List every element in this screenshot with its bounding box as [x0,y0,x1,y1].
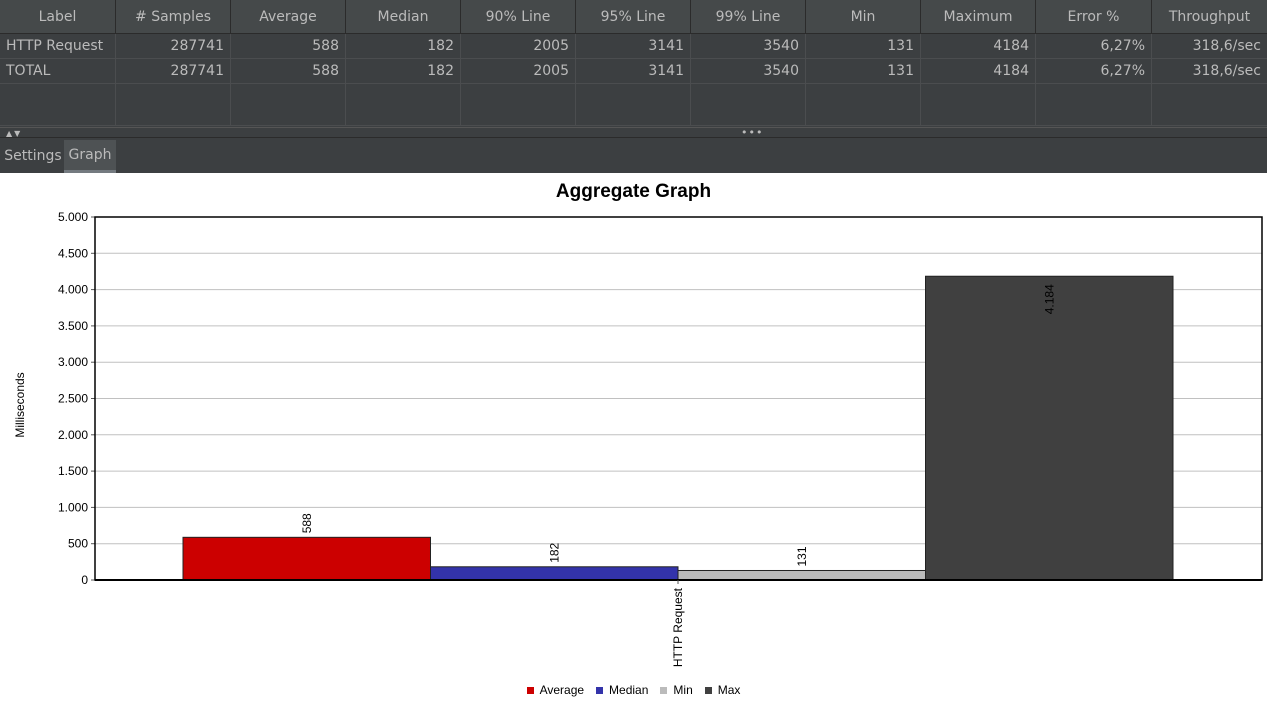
data-label: 182 [547,542,561,562]
table-row[interactable]: TOTAL 287741 588 182 2005 3141 3540 131 … [0,59,1267,84]
data-label: 4.184 [1042,284,1056,314]
legend-item-average: Average [526,683,585,697]
cell-95-line: 3141 [576,34,691,58]
chart-legend: Average Median Min Max [0,683,1267,697]
empty-cell [1036,84,1152,126]
empty-cell [116,84,231,126]
table-empty-row [0,84,1267,126]
graph-panel: Aggregate Graph 0 500 1.000 1.500 2.000 2.500… [0,173,1267,706]
legend-swatch [596,687,604,694]
split-pane-divider[interactable]: ▲▼ ••• [0,126,1267,139]
y-tick-label: 500 [68,537,88,551]
legend-label: Min [673,683,693,697]
cell-error: 6,27% [1036,59,1152,83]
column-header-average[interactable]: Average [231,0,346,34]
legend-item-median: Median [596,683,648,697]
cell-error: 6,27% [1036,34,1152,58]
table-row[interactable]: HTTP Request 287741 588 182 2005 3141 35… [0,34,1267,59]
cell-min: 131 [806,59,921,83]
cell-average: 588 [231,34,346,58]
y-tick-label: 4.500 [58,246,88,260]
legend-label: Average [539,683,585,697]
legend-swatch [526,687,534,694]
empty-cell [346,84,461,126]
data-label: 131 [795,546,809,566]
column-header-label[interactable]: Label [0,0,116,34]
empty-cell [1152,84,1267,126]
legend-item-min: Min [660,683,693,697]
column-header-95-line[interactable]: 95% Line [576,0,691,34]
legend-label: Median [609,683,649,697]
drag-handle-icon[interactable]: ••• [741,126,764,139]
cell-median: 182 [346,59,461,83]
y-tick-label: 5.000 [58,210,88,224]
cell-label: TOTAL [0,59,116,83]
tab-graph[interactable]: Graph [64,140,116,173]
cell-average: 588 [231,59,346,83]
table-header: Label # Samples Average Median 90% Line … [0,0,1267,34]
bar-max [925,275,1174,581]
empty-cell [461,84,576,126]
bar-min [677,569,926,581]
y-tick-label: 2.500 [58,392,88,406]
y-tick-label: 1.500 [58,464,88,478]
column-header-min[interactable]: Min [806,0,921,34]
y-tick-label: 3.000 [58,355,88,369]
column-header-90-line[interactable]: 90% Line [461,0,576,34]
cell-median: 182 [346,34,461,58]
legend-swatch [704,687,712,694]
cell-samples: 287741 [116,59,231,83]
y-tick-label: 3.500 [58,319,88,333]
y-axis-label: Milliseconds [13,372,27,438]
aggregate-table: Label # Samples Average Median 90% Line … [0,0,1267,127]
column-header-throughput[interactable]: Throughput [1168,9,1251,25]
legend-label: Max [717,683,741,697]
bar-median [430,566,679,581]
cell-95-line: 3141 [576,59,691,83]
cell-maximum: 4184 [921,34,1036,58]
y-tick-label: 4.000 [58,283,88,297]
chart-title: Aggregate Graph [555,181,712,202]
column-header-median[interactable]: Median [346,0,461,34]
aggregate-chart: 0 500 1.000 1.500 2.000 2.500 3.000 3.500 4.000 4… [58,210,1263,667]
cell-throughput: 318,6/sec [1192,63,1261,79]
empty-cell [806,84,921,126]
data-label: 588 [300,513,314,533]
cell-99-line: 3540 [691,34,806,58]
cell-samples: 287741 [116,34,231,58]
column-header-samples[interactable]: # Samples [116,0,231,34]
collapse-arrows-icon[interactable]: ▲▼ [6,129,23,138]
cell-90-line: 2005 [461,59,576,83]
cell-maximum: 4184 [921,59,1036,83]
y-tick-label: 1.000 [58,500,88,514]
column-header-error[interactable]: Error % [1036,0,1152,34]
empty-cell [231,84,346,126]
legend-item-max: Max [704,683,741,697]
cell-min: 131 [806,34,921,58]
cell-99-line: 3540 [691,59,806,83]
cell-label: HTTP Request [0,34,116,58]
empty-cell [0,84,116,126]
tab-bar: Settings Graph [0,138,1267,173]
bar-average [182,536,431,581]
cell-throughput: 318,6/sec [1192,38,1261,54]
column-header-maximum[interactable]: Maximum [921,0,1036,34]
cell-90-line: 2005 [461,34,576,58]
tab-settings[interactable]: Settings [4,148,62,164]
empty-cell [691,84,806,126]
y-tick-label: 0 [81,573,88,587]
x-category-label: HTTP Request [671,587,685,667]
column-header-99-line[interactable]: 99% Line [691,0,806,34]
legend-swatch [660,687,668,694]
empty-cell [576,84,691,126]
empty-cell [921,84,1036,126]
y-tick-label: 2.000 [58,428,88,442]
